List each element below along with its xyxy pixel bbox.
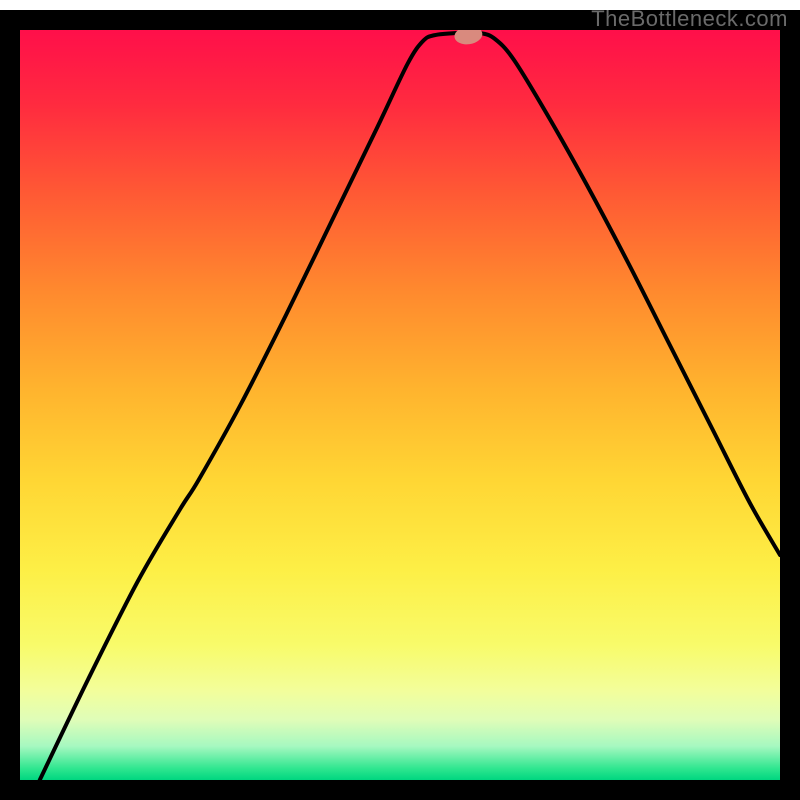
gradient-background <box>20 30 780 780</box>
bottleneck-chart <box>0 0 800 800</box>
chart-container: TheBottleneck.com <box>0 0 800 800</box>
watermark-text: TheBottleneck.com <box>591 6 788 32</box>
